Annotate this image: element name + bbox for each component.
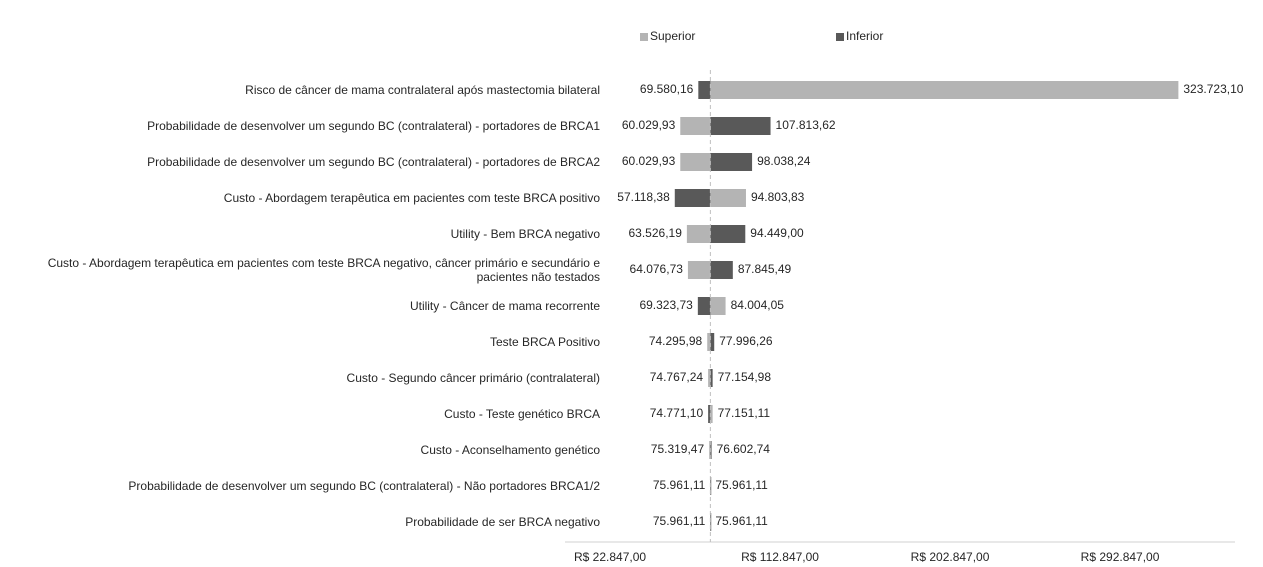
category-label: Custo - Segundo câncer primário (contral…: [346, 371, 600, 385]
category-label: Utility - Bem BRCA negativo: [450, 227, 600, 241]
value-label: 74.295,98: [649, 334, 703, 348]
category-label: Risco de câncer de mama contralateral ap…: [245, 83, 600, 97]
category-label: Teste BRCA Positivo: [489, 335, 600, 349]
bar: [710, 153, 753, 171]
category-label: Custo - Abordagem terapêutica em pacient…: [223, 191, 600, 205]
value-label: 69.323,73: [639, 298, 693, 312]
category-label: Probabilidade de desenvolver um segundo …: [128, 479, 600, 493]
bar: [710, 297, 726, 315]
value-label: 74.767,24: [650, 370, 704, 384]
value-label: 107.813,62: [776, 118, 836, 132]
value-label: 75.961,11: [715, 514, 768, 528]
value-label: 98.038,24: [757, 154, 811, 168]
x-tick-label: R$ 22.847,00: [574, 550, 646, 564]
bar: [710, 369, 713, 387]
category-label: Utility - Câncer de mama recorrente: [409, 299, 600, 313]
value-label: 76.602,74: [717, 442, 771, 456]
value-label: 63.526,19: [628, 226, 682, 240]
bar: [710, 225, 746, 243]
category-label: Probabilidade de desenvolver um segundo …: [147, 155, 600, 169]
legend-swatch: [836, 33, 844, 41]
x-tick-label: R$ 292.847,00: [1081, 550, 1160, 564]
bar: [710, 261, 733, 279]
bar: [707, 333, 711, 351]
category-label: Custo - Aconselhamento genético: [420, 443, 600, 457]
bar: [708, 405, 711, 423]
value-label: 69.580,16: [640, 82, 694, 96]
bar: [680, 153, 711, 171]
value-label: 60.029,93: [622, 154, 676, 168]
bar: [686, 225, 711, 243]
category-label: Probabilidade de desenvolver um segundo …: [147, 119, 600, 133]
value-label: 77.151,11: [718, 406, 771, 420]
bar: [687, 261, 711, 279]
value-label: 64.076,73: [630, 262, 684, 276]
bar: [708, 369, 711, 387]
value-label: 60.029,93: [622, 118, 676, 132]
value-label: 74.771,10: [650, 406, 704, 420]
category-label: Custo - Teste genético BRCA: [444, 407, 600, 421]
value-label: 75.961,11: [653, 514, 706, 528]
value-label: 84.004,05: [731, 298, 785, 312]
value-label: 87.845,49: [738, 262, 792, 276]
bar: [710, 81, 1179, 99]
bar: [710, 117, 771, 135]
value-label: 75.961,11: [715, 478, 768, 492]
value-label: 94.803,83: [751, 190, 805, 204]
bar: [697, 297, 711, 315]
value-label: 94.449,00: [750, 226, 804, 240]
category-label: Custo - Abordagem terapêutica em pacient…: [47, 256, 600, 284]
x-tick-label: R$ 112.847,00: [741, 550, 819, 564]
bar: [680, 117, 711, 135]
x-tick-label: R$ 202.847,00: [911, 550, 990, 564]
legend-label: Inferior: [846, 29, 883, 43]
value-label: 57.118,38: [617, 190, 670, 204]
value-label: 77.996,26: [719, 334, 773, 348]
value-label: 77.154,98: [718, 370, 772, 384]
legend-label: Superior: [650, 29, 695, 43]
bar: [710, 189, 746, 207]
value-label: 75.961,11: [653, 478, 706, 492]
bar: [674, 189, 711, 207]
category-label: Probabilidade de ser BRCA negativo: [405, 515, 600, 529]
bar: [709, 441, 711, 459]
value-label: 75.319,47: [651, 442, 705, 456]
value-label: 323.723,10: [1183, 82, 1243, 96]
legend-swatch: [640, 33, 648, 41]
bar: [710, 333, 715, 351]
bar: [710, 441, 712, 459]
bar: [710, 405, 713, 423]
bar: [698, 81, 711, 99]
